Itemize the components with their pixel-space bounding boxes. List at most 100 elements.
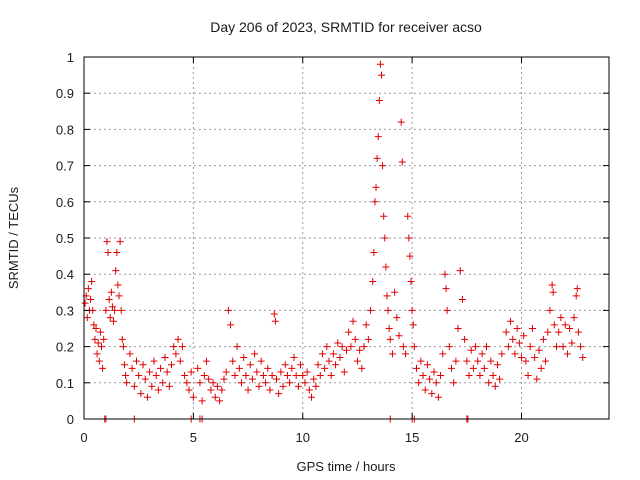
data-point <box>209 379 217 387</box>
data-point <box>118 335 126 343</box>
data-point <box>406 252 414 260</box>
data-point <box>555 328 563 336</box>
data-point <box>87 296 95 304</box>
data-point <box>379 162 387 170</box>
data-point <box>268 372 276 380</box>
data-point <box>338 343 346 351</box>
data-point <box>437 372 445 380</box>
data-point <box>504 343 512 351</box>
data-point <box>489 372 497 380</box>
data-point <box>213 382 221 390</box>
data-point <box>557 314 565 322</box>
data-point <box>99 364 107 372</box>
data-point <box>336 353 344 361</box>
data-point <box>579 353 587 361</box>
data-point <box>520 332 528 340</box>
x-axis-label: GPS time / hours <box>297 459 396 474</box>
data-point <box>150 357 158 365</box>
data-point <box>522 357 530 365</box>
data-point <box>205 375 213 383</box>
data-point <box>231 372 239 380</box>
data-point <box>528 325 536 332</box>
data-point <box>323 343 331 351</box>
data-point <box>240 353 248 361</box>
data-point <box>172 350 180 358</box>
data-point <box>233 343 241 351</box>
data-point <box>185 386 193 394</box>
y-axis-label: SRMTID / TECUs <box>6 186 21 289</box>
data-point <box>157 364 165 372</box>
data-point <box>443 306 451 314</box>
data-point <box>439 350 447 358</box>
data-point <box>542 357 550 365</box>
data-point <box>533 375 541 383</box>
y-tick-label: 0.5 <box>56 231 74 246</box>
data-point <box>181 372 189 380</box>
data-point <box>351 335 359 343</box>
data-point <box>222 368 230 376</box>
data-point <box>168 361 175 369</box>
data-point <box>297 361 305 369</box>
data-point <box>367 306 375 314</box>
data-point <box>114 281 122 289</box>
data-point <box>546 306 554 314</box>
data-point <box>108 303 116 311</box>
y-tick-label: 1 <box>67 50 74 65</box>
data-point <box>511 350 519 358</box>
data-point <box>353 357 361 365</box>
data-point <box>393 314 401 322</box>
data-point <box>88 277 96 285</box>
data-point <box>474 357 482 365</box>
data-point <box>238 379 245 387</box>
data-point <box>388 350 396 358</box>
data-point <box>356 346 364 354</box>
data-point <box>107 288 115 296</box>
data-point <box>507 317 515 325</box>
data-point <box>141 375 149 383</box>
data-point <box>143 393 151 401</box>
data-point <box>299 372 307 380</box>
data-point <box>84 285 92 293</box>
data-point <box>566 325 574 332</box>
data-point <box>385 325 393 332</box>
data-point <box>426 375 434 383</box>
data-point <box>161 353 169 361</box>
data-point <box>198 397 206 405</box>
data-point <box>469 364 477 372</box>
data-point <box>383 292 391 300</box>
data-point <box>257 357 265 365</box>
data-point <box>81 299 89 307</box>
data-point <box>553 343 560 351</box>
data-point <box>308 393 315 401</box>
data-point <box>242 372 250 380</box>
data-point <box>98 343 105 351</box>
data-point <box>458 296 466 304</box>
data-point <box>374 133 382 141</box>
data-point <box>248 375 256 383</box>
data-point <box>574 328 582 336</box>
data-point <box>375 96 383 104</box>
data-point <box>100 335 108 343</box>
data-point <box>467 346 475 354</box>
data-point <box>548 281 556 289</box>
data-point <box>275 390 283 398</box>
data-point <box>343 346 350 354</box>
data-point <box>372 183 380 191</box>
data-point <box>93 350 101 358</box>
data-point <box>196 379 204 387</box>
data-point <box>413 364 420 372</box>
data-point <box>415 379 423 387</box>
y-tick-label: 0.2 <box>56 340 74 355</box>
data-point <box>428 390 436 398</box>
y-tick-label: 0.3 <box>56 303 74 318</box>
data-point <box>563 350 571 358</box>
data-point <box>115 292 123 300</box>
data-point <box>454 325 462 332</box>
data-point <box>110 317 118 325</box>
data-point <box>312 382 320 390</box>
data-point <box>113 248 121 256</box>
y-tick-label: 0.6 <box>56 195 74 210</box>
data-point <box>539 335 547 343</box>
data-point <box>417 357 425 365</box>
data-point <box>561 321 569 329</box>
